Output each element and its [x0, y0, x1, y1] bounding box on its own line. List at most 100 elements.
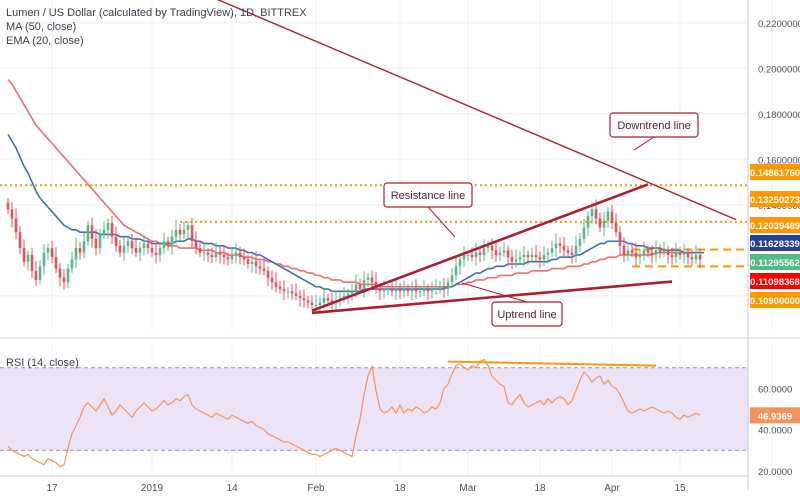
candle[interactable]	[570, 245, 574, 264]
candle[interactable]	[618, 226, 622, 255]
candle[interactable]	[542, 246, 546, 267]
candle[interactable]	[266, 266, 270, 287]
candle[interactable]	[634, 242, 638, 266]
candle[interactable]	[42, 243, 46, 275]
candle[interactable]	[282, 280, 286, 300]
candle[interactable]	[118, 239, 122, 258]
candle[interactable]	[166, 236, 170, 251]
candle[interactable]	[190, 218, 194, 249]
candle[interactable]	[26, 250, 30, 271]
candle[interactable]	[458, 253, 462, 275]
candle[interactable]	[622, 237, 626, 263]
candle[interactable]	[218, 246, 222, 264]
candle[interactable]	[182, 221, 186, 239]
candle[interactable]	[398, 283, 402, 299]
candle[interactable]	[126, 236, 130, 254]
candle[interactable]	[686, 248, 690, 265]
candle[interactable]	[646, 245, 650, 258]
candle[interactable]	[602, 212, 606, 237]
candle[interactable]	[226, 252, 230, 266]
candle[interactable]	[518, 251, 522, 264]
candle[interactable]	[610, 204, 614, 229]
candle[interactable]	[474, 242, 478, 266]
candle[interactable]	[658, 244, 662, 259]
candle[interactable]	[194, 231, 198, 254]
candle[interactable]	[10, 202, 14, 228]
candle[interactable]	[254, 251, 258, 274]
candle[interactable]	[630, 243, 634, 258]
candle[interactable]	[414, 279, 418, 299]
candle[interactable]	[54, 247, 58, 274]
candle[interactable]	[198, 242, 202, 258]
candle[interactable]	[238, 246, 242, 265]
candle[interactable]	[50, 240, 54, 264]
candle[interactable]	[310, 295, 314, 310]
candle[interactable]	[510, 249, 514, 270]
candle[interactable]	[598, 212, 602, 233]
trendline[interactable]	[208, 0, 737, 221]
candle[interactable]	[366, 273, 370, 288]
candle[interactable]	[162, 232, 166, 254]
candle[interactable]	[682, 243, 686, 264]
candle[interactable]	[214, 242, 218, 262]
candle[interactable]	[46, 243, 50, 260]
candle[interactable]	[394, 279, 398, 300]
candle[interactable]	[350, 284, 354, 301]
candle[interactable]	[202, 243, 206, 262]
candle[interactable]	[174, 219, 178, 244]
candle[interactable]	[274, 272, 278, 293]
candle[interactable]	[698, 248, 702, 269]
candle[interactable]	[130, 233, 134, 254]
candle[interactable]	[230, 247, 234, 264]
candle[interactable]	[134, 238, 138, 258]
candle[interactable]	[418, 285, 422, 298]
candle[interactable]	[426, 284, 430, 300]
candle[interactable]	[482, 239, 486, 261]
candle[interactable]	[158, 242, 162, 263]
candle[interactable]	[74, 238, 78, 269]
candle[interactable]	[550, 240, 554, 258]
candle[interactable]	[22, 239, 26, 267]
candle[interactable]	[98, 228, 102, 254]
candle[interactable]	[454, 256, 458, 280]
candle[interactable]	[566, 245, 570, 258]
candle[interactable]	[114, 226, 118, 252]
candle[interactable]	[138, 242, 142, 262]
candle[interactable]	[390, 281, 394, 296]
candle[interactable]	[450, 268, 454, 289]
rsi-divergence-line[interactable]	[447, 360, 657, 367]
candle[interactable]	[270, 270, 274, 290]
candle[interactable]	[514, 249, 518, 268]
candle[interactable]	[342, 287, 346, 303]
candle[interactable]	[250, 254, 254, 273]
candle[interactable]	[522, 246, 526, 266]
candle[interactable]	[670, 247, 674, 265]
trendline[interactable]	[311, 280, 673, 315]
candle[interactable]	[546, 248, 550, 261]
candle[interactable]	[402, 280, 406, 298]
candle[interactable]	[146, 238, 150, 254]
candle[interactable]	[38, 260, 42, 285]
candle[interactable]	[478, 246, 482, 263]
candle[interactable]	[442, 278, 446, 298]
candle[interactable]	[262, 259, 266, 276]
candle[interactable]	[578, 233, 582, 252]
candle[interactable]	[58, 262, 62, 287]
candle[interactable]	[206, 248, 210, 263]
trendline[interactable]	[311, 183, 649, 312]
candle[interactable]	[210, 247, 214, 264]
candle[interactable]	[694, 244, 698, 264]
candle[interactable]	[502, 241, 506, 258]
candle[interactable]	[358, 278, 362, 294]
candle[interactable]	[154, 242, 158, 264]
candle[interactable]	[186, 220, 190, 239]
horizontal-levels[interactable]	[0, 184, 748, 268]
candle[interactable]	[298, 289, 302, 307]
candle[interactable]	[606, 207, 610, 229]
candle[interactable]	[106, 218, 110, 239]
candle[interactable]	[62, 269, 66, 290]
candle[interactable]	[178, 223, 182, 241]
candle[interactable]	[430, 281, 434, 299]
candle[interactable]	[14, 208, 18, 240]
candle[interactable]	[654, 240, 658, 263]
